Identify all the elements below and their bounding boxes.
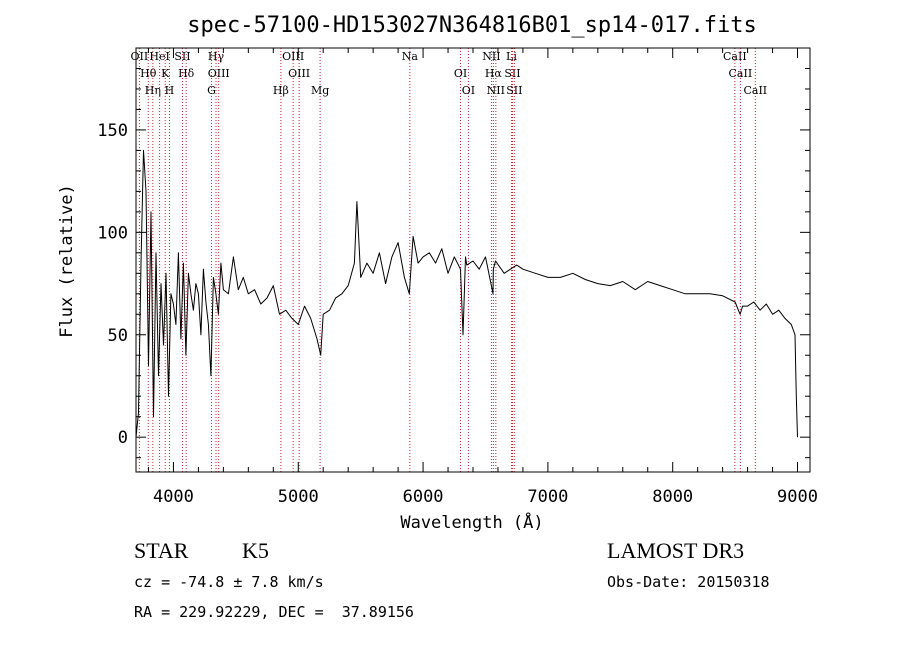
line-marker-label: OIII	[282, 50, 304, 63]
redshift-value: cz = -74.8 ± 7.8 km/s	[134, 573, 324, 591]
line-marker-label: Mg	[311, 84, 329, 97]
line-marker-label: HeI	[149, 50, 169, 63]
line-marker-label: SII	[506, 84, 522, 97]
y-axis: 0 50 100 150	[97, 67, 810, 459]
x-axis: 4000 5000 6000 7000 8000 9000	[147, 48, 818, 507]
line-marker-label: Li	[506, 50, 517, 63]
subclass: K5	[242, 538, 269, 563]
line-marker-label: K	[161, 67, 170, 80]
line-marker-label: OII	[131, 50, 149, 63]
x-tick-label: 7000	[527, 487, 568, 507]
line-marker-label: H	[165, 84, 175, 97]
line-marker-label: Hβ	[273, 84, 289, 97]
survey-name: LAMOST DR3	[607, 538, 745, 563]
line-marker-label: Hδ	[178, 67, 195, 80]
y-tick-label: 100	[97, 223, 128, 243]
line-marker-label: Hγ	[208, 50, 225, 63]
line-marker-label: Hη	[145, 84, 161, 97]
y-tick-label: 150	[97, 121, 128, 141]
chart-title: spec-57100-HD153027N364816B01_sp14-017.f…	[187, 13, 757, 38]
x-axis-label: Wavelength (Å)	[400, 511, 543, 533]
spectrum-series	[135, 149, 798, 438]
line-marker-label: CaII	[723, 50, 747, 63]
line-marker-label: NII	[487, 84, 505, 97]
line-marker-label: G	[207, 84, 216, 97]
line-marker-label: Hα	[485, 67, 503, 80]
line-marker-label: NII	[482, 50, 500, 63]
x-tick-label: 6000	[403, 487, 444, 507]
coordinates: RA = 229.92229, DEC = 37.89156	[134, 603, 414, 621]
line-marker-label: CaII	[729, 67, 753, 80]
plot-frame	[135, 47, 811, 473]
line-marker-label: OI	[462, 84, 475, 97]
line-markers: OIIHθHηHeIKHSIIHδGHγOIIIHβOIIIOIIIMgNaOI…	[131, 48, 767, 472]
y-axis-label: Flux (relative)	[57, 184, 77, 338]
x-tick-label: 5000	[278, 487, 319, 507]
spectrum-line	[135, 149, 798, 438]
line-marker-label: CaII	[743, 84, 767, 97]
line-marker-label: OIII	[288, 67, 310, 80]
x-tick-label: 9000	[777, 487, 818, 507]
line-marker-label: SII	[174, 50, 190, 63]
y-tick-label: 50	[108, 326, 128, 346]
line-marker-label: OIII	[208, 67, 230, 80]
line-marker-label: SII	[504, 67, 520, 80]
obs-date: Obs-Date: 20150318	[607, 573, 770, 591]
x-tick-label: 8000	[652, 487, 693, 507]
line-marker-label: OI	[454, 67, 467, 80]
object-class: STAR	[134, 538, 189, 563]
y-tick-label: 0	[118, 428, 128, 448]
line-marker-label: Na	[402, 50, 419, 63]
line-marker-label: Hθ	[140, 67, 157, 80]
x-tick-label: 4000	[153, 487, 194, 507]
